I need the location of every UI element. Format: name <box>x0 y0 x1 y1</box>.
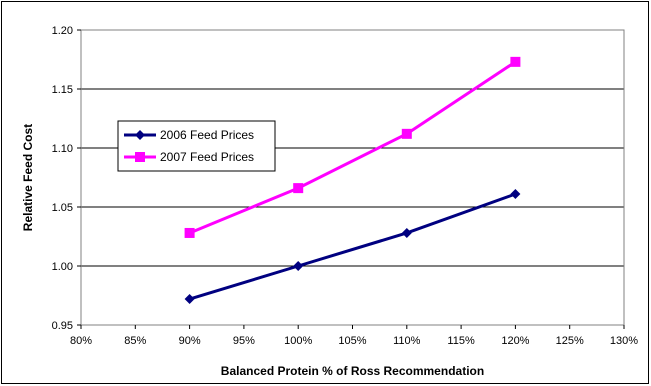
series-line-1 <box>189 60 517 235</box>
x-tick-label-8: 120% <box>501 335 529 347</box>
y-tick-label-0: 0.95 <box>52 320 73 332</box>
y-tick-label-3: 1.10 <box>52 143 73 155</box>
x-tick-label-10: 130% <box>610 335 638 347</box>
y-tick-label-4: 1.15 <box>52 84 73 96</box>
x-tick-label-3: 95% <box>233 335 255 347</box>
y-tick-label-1: 1.00 <box>52 261 73 273</box>
series-0-point-2 <box>401 227 412 238</box>
series-1-point-3 <box>510 56 521 67</box>
x-tick-label-0: 80% <box>70 335 92 347</box>
legend-label-1: 2007 Feed Prices <box>160 150 254 164</box>
x-axis-title: Balanced Protein % of Ross Recommendatio… <box>221 364 484 378</box>
plot-area <box>80 29 625 326</box>
x-tick-label-1: 85% <box>124 335 146 347</box>
series-1-point-1 <box>293 183 304 194</box>
legend-entry-0: 2006 Feed Prices <box>124 128 254 142</box>
series-layer <box>184 56 521 305</box>
x-tick-label-5: 105% <box>338 335 366 347</box>
x-tick-label-9: 125% <box>556 335 584 347</box>
y-axis-tick-labels: 0.95 1.00 1.05 1.10 1.15 1.20 <box>52 25 81 332</box>
series-1 <box>184 56 521 238</box>
legend-label-0: 2006 Feed Prices <box>160 128 254 142</box>
y-tick-label-5: 1.20 <box>52 25 73 37</box>
legend: 2006 Feed Prices 2007 Feed Prices <box>117 120 276 172</box>
x-tick-label-4: 100% <box>284 335 312 347</box>
x-axis-tick-labels: 80% 85% 90% 95% 100% 105% 110% 115% 120% 125% 130% <box>70 325 638 347</box>
series-1-point-0 <box>184 227 195 238</box>
legend-marker-0 <box>135 130 145 140</box>
legend-box <box>117 120 276 172</box>
x-tick-label-6: 110% <box>393 335 421 347</box>
series-0-point-0 <box>184 294 195 305</box>
gridlines <box>81 88 624 267</box>
legend-marker-1 <box>135 152 145 162</box>
series-1-point-2 <box>401 128 412 139</box>
legend-entry-1: 2007 Feed Prices <box>124 150 254 164</box>
x-tick-label-7: 115% <box>447 335 475 347</box>
series-0-point-1 <box>293 261 304 271</box>
series-0 <box>184 189 521 305</box>
series-line-0 <box>189 192 516 301</box>
series-0-point-3 <box>510 189 521 200</box>
y-axis-title: Relative Feed Cost <box>21 124 35 231</box>
y-tick-label-2: 1.05 <box>52 202 73 214</box>
x-tick-label-2: 90% <box>179 335 201 347</box>
